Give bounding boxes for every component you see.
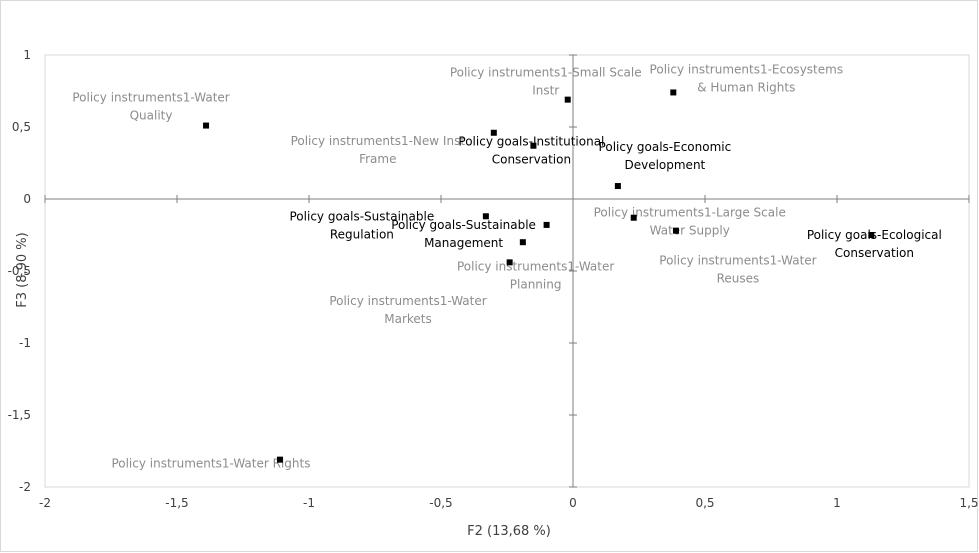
goal-point-label: Management bbox=[424, 236, 503, 250]
y-tick-label: -1 bbox=[19, 336, 31, 350]
scatter-point bbox=[530, 142, 537, 149]
goal-point-label: Policy goals-Institutional bbox=[458, 135, 604, 149]
y-tick-label: -2 bbox=[19, 480, 31, 494]
instrument-point-label: Policy instruments1-Ecosystems bbox=[650, 62, 844, 76]
goal-point-label: Policy goals-Sustainable bbox=[290, 209, 435, 223]
scatter-point bbox=[543, 221, 550, 228]
y-tick-label: -0,5 bbox=[8, 264, 31, 278]
scatter-point bbox=[203, 122, 210, 129]
y-axis-label: F3 (8,90 %) bbox=[15, 232, 30, 307]
scatter-point bbox=[506, 259, 513, 266]
instrument-point-label: Reuses bbox=[717, 272, 760, 286]
instrument-point-label: Quality bbox=[130, 109, 173, 123]
goal-point-label: Conservation bbox=[835, 246, 914, 260]
scatter-point bbox=[276, 456, 283, 463]
instrument-point-label: Policy instruments1-Water bbox=[329, 294, 486, 308]
instrument-point-label: Markets bbox=[384, 312, 432, 326]
x-tick-label: 1,5 bbox=[959, 496, 978, 510]
y-tick-label: -1,5 bbox=[8, 408, 31, 422]
goal-point-label: Policy goals-Economic bbox=[599, 140, 732, 154]
x-axis-label: F2 (13,68 %) bbox=[467, 524, 551, 539]
instrument-point-label: & Human Rights bbox=[697, 80, 795, 94]
instrument-point-label: Instr bbox=[532, 84, 559, 98]
tick-labels: -2 -1,5 -1 -0,5 0 0,5 1 1,5 1 0,5 0 -0,5 -1 -1,5 -2 bbox=[8, 48, 979, 510]
scatter-point bbox=[868, 232, 875, 238]
scatter-point bbox=[614, 183, 621, 190]
instrument-point-label: Water Supply bbox=[650, 224, 730, 238]
x-tick-label: 0,5 bbox=[695, 496, 714, 510]
instrument-point-label: Policy instruments1-Water bbox=[457, 259, 614, 273]
scatter-point bbox=[482, 213, 489, 220]
instrument-point-label: Policy instruments1-Water Rights bbox=[111, 457, 310, 471]
plot-area-border bbox=[44, 54, 970, 488]
y-tick-label: 0 bbox=[23, 192, 31, 206]
data-points bbox=[203, 89, 875, 463]
goal-point-label: Regulation bbox=[330, 227, 394, 241]
instrument-point-label: Policy instruments1-Large Scale bbox=[594, 206, 786, 220]
instrument-point-label: Frame bbox=[359, 152, 396, 166]
scatter-point bbox=[672, 227, 679, 234]
instrument-point-label: Planning bbox=[510, 277, 562, 291]
y-tick-label: 1 bbox=[23, 48, 31, 62]
goal-point-label: Development bbox=[624, 158, 705, 172]
axes bbox=[44, 54, 970, 488]
x-tick-label: 1 bbox=[833, 496, 841, 510]
instrument-point-label: Policy instruments1-Small Scale bbox=[450, 66, 642, 80]
x-tick-label: -2 bbox=[39, 496, 51, 510]
scatter-point bbox=[490, 129, 497, 136]
point-labels: Policy instruments1-Water Quality Policy i… bbox=[72, 62, 941, 470]
instrument-point-label: Policy instruments1-New Inst bbox=[291, 134, 466, 148]
scatter-point bbox=[519, 239, 526, 246]
x-tick-label: -1 bbox=[303, 496, 315, 510]
goal-point-label: Conservation bbox=[492, 153, 571, 167]
instrument-point-label: Policy instruments1-Water bbox=[659, 254, 816, 268]
x-tick-label: -1,5 bbox=[165, 496, 188, 510]
scatter-point bbox=[670, 89, 677, 96]
y-tick-label: 0,5 bbox=[12, 120, 31, 134]
x-tick-label: -0,5 bbox=[429, 496, 452, 510]
instrument-point-label: Policy instruments1-Water bbox=[72, 91, 229, 105]
scatter-point bbox=[564, 96, 571, 103]
goal-point-label: Policy goals-Sustainable bbox=[391, 218, 536, 232]
scatter-point bbox=[630, 214, 637, 221]
x-tick-label: 0 bbox=[569, 496, 577, 510]
